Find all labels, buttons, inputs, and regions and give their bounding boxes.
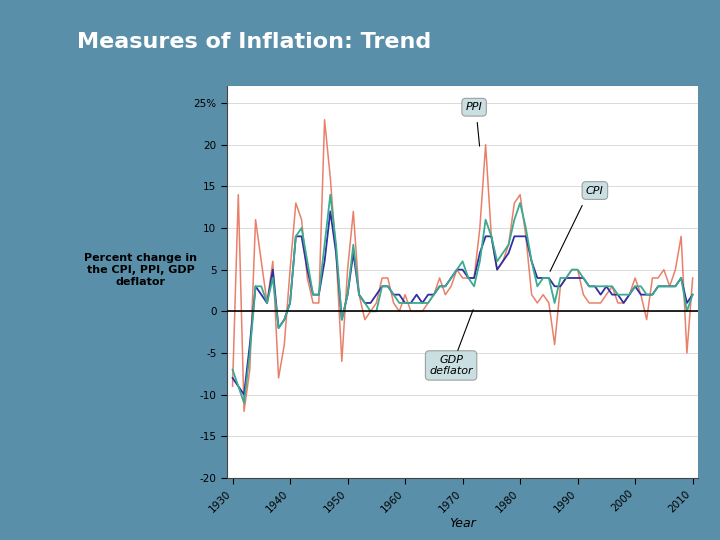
Text: CPI: CPI	[586, 186, 604, 195]
Text: Measures of Inflation: Trend: Measures of Inflation: Trend	[78, 32, 432, 52]
Text: GDP
deflator: GDP deflator	[429, 355, 473, 376]
Text: Percent change in
the CPI, PPI, GDP
deflator: Percent change in the CPI, PPI, GDP defl…	[84, 253, 197, 287]
Text: PPI: PPI	[466, 102, 482, 112]
X-axis label: Year: Year	[449, 517, 476, 530]
